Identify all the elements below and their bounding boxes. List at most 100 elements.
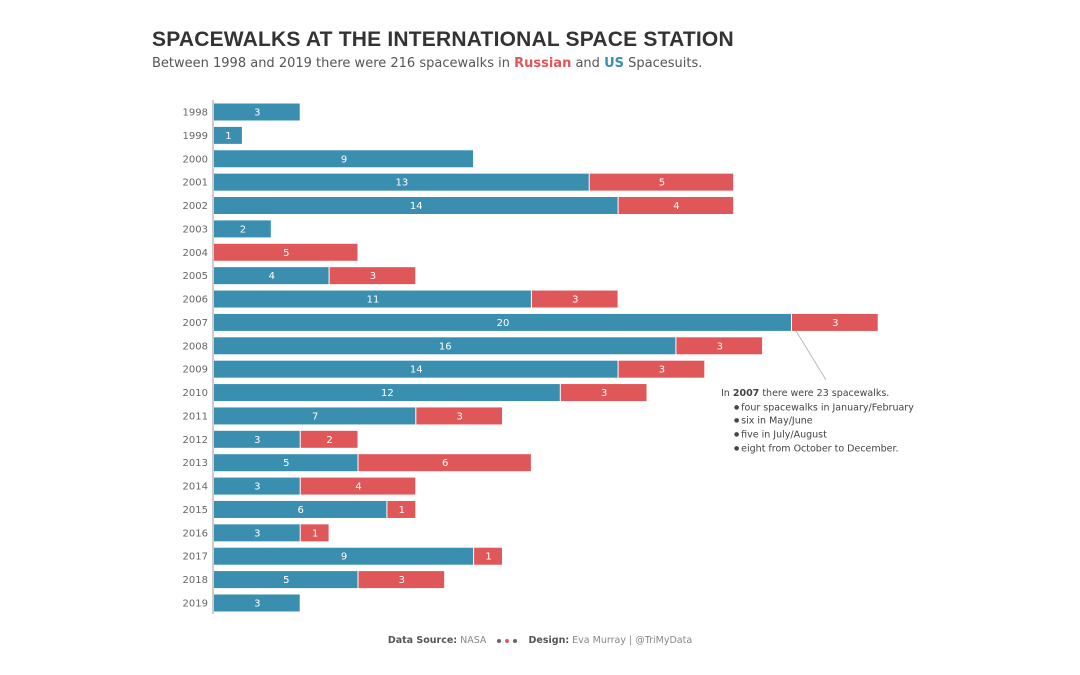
bar-us-1999 xyxy=(214,126,242,144)
y-tick-label: 2001 xyxy=(183,178,208,189)
data-label: 2 xyxy=(240,224,246,235)
chart-subtitle: Between 1998 and 2019 there were 216 spa… xyxy=(152,56,702,71)
y-tick-label: 2014 xyxy=(183,482,208,493)
bar-us-2011 xyxy=(214,407,416,425)
data-label: 6 xyxy=(442,458,448,469)
bar-us-2008 xyxy=(214,337,676,355)
data-label: 2 xyxy=(326,435,332,446)
y-tick-label: 2004 xyxy=(183,248,208,259)
data-label: 6 xyxy=(298,505,304,516)
data-label: 3 xyxy=(254,482,260,493)
bar-us-2018 xyxy=(214,571,358,589)
y-tick-label: 2007 xyxy=(183,318,208,329)
data-label: 14 xyxy=(410,201,423,212)
dot-icon xyxy=(513,638,518,643)
y-tick-label: 2003 xyxy=(183,224,208,235)
data-label: 3 xyxy=(572,295,578,306)
y-tick-label: 2006 xyxy=(183,295,208,306)
data-label: 9 xyxy=(341,552,347,563)
data-label: 3 xyxy=(370,271,376,282)
bar-us-2015 xyxy=(214,500,387,518)
annotation-item: five in July/August xyxy=(734,428,914,442)
bar-us-2005 xyxy=(214,267,329,285)
data-label: 1 xyxy=(225,131,231,142)
data-label: 1 xyxy=(485,552,491,563)
subtitle-russian: Russian xyxy=(514,56,572,71)
bar-russian-2006 xyxy=(531,290,618,308)
bar-russian-2015 xyxy=(387,500,416,518)
y-tick-label: 2012 xyxy=(183,435,208,446)
y-tick-label: 2010 xyxy=(183,388,208,399)
bar-us-2002 xyxy=(214,197,618,215)
subtitle-us: US xyxy=(604,56,624,71)
bar-russian-2002 xyxy=(618,197,734,215)
y-tick-label: 2002 xyxy=(183,201,208,212)
bar-russian-2013 xyxy=(358,454,531,472)
y-tick-label: 2011 xyxy=(183,411,208,422)
y-tick-label: 2000 xyxy=(183,154,208,165)
data-label: 3 xyxy=(254,435,260,446)
bar-us-2000 xyxy=(214,150,474,168)
bar-russian-2016 xyxy=(300,524,329,542)
data-label: 1 xyxy=(312,528,318,539)
bar-russian-2007 xyxy=(792,313,878,331)
y-tick-label: 2009 xyxy=(183,365,208,376)
data-label: 3 xyxy=(456,411,462,422)
bar-us-2001 xyxy=(214,173,589,191)
data-label: 11 xyxy=(367,295,380,306)
subtitle-text: Between 1998 and 2019 there were 216 spa… xyxy=(152,56,515,71)
subtitle-text: Spacesuits. xyxy=(623,56,703,71)
bar-russian-2005 xyxy=(329,267,416,285)
annotation-item: eight from October to December. xyxy=(734,442,914,456)
data-label: 5 xyxy=(283,458,289,469)
data-label: 5 xyxy=(283,575,289,586)
data-label: 3 xyxy=(659,365,665,376)
annotation-2007: In 2007 there were 23 spacewalks. four s… xyxy=(721,387,914,456)
y-tick-label: 2016 xyxy=(183,528,208,539)
data-label: 4 xyxy=(269,271,275,282)
data-label: 5 xyxy=(659,178,665,189)
y-tick-label: 2008 xyxy=(183,341,208,352)
annotation-year: 2007 xyxy=(732,388,760,399)
bar-russian-2014 xyxy=(300,477,416,495)
y-tick-label: 2018 xyxy=(183,575,208,586)
design-label: Design: xyxy=(528,635,570,646)
bar-russian-2001 xyxy=(589,173,734,191)
data-label: 5 xyxy=(283,248,289,259)
bar-us-2013 xyxy=(214,454,358,472)
bar-us-2014 xyxy=(214,477,300,495)
bar-us-2016 xyxy=(214,524,300,542)
bar-us-2017 xyxy=(214,547,474,565)
annotation-leader-line xyxy=(795,330,827,381)
subtitle-text: and xyxy=(571,56,605,71)
data-label: 3 xyxy=(717,341,723,352)
y-tick-label: 2015 xyxy=(183,505,208,516)
bar-russian-2017 xyxy=(474,547,502,565)
bar-us-2003 xyxy=(214,220,271,238)
y-tick-label: 2017 xyxy=(183,552,208,563)
bar-us-2007 xyxy=(214,313,791,331)
dot-icon xyxy=(505,638,510,643)
bar-russian-2008 xyxy=(676,337,763,355)
data-label: 4 xyxy=(673,201,679,212)
annotation-text: there were 23 spacewalks. xyxy=(759,388,890,399)
design-value: Eva Murray | @TriMyData xyxy=(569,635,693,646)
source-label: Data Source: xyxy=(387,635,458,646)
annotation-item: four spacewalks in January/February xyxy=(734,401,914,415)
data-label: 20 xyxy=(497,318,510,329)
bar-us-2009 xyxy=(214,360,618,378)
data-label: 12 xyxy=(381,388,394,399)
data-label: 13 xyxy=(395,178,408,189)
y-tick-label: 1999 xyxy=(183,131,208,142)
bar-russian-2010 xyxy=(560,384,647,402)
data-label: 7 xyxy=(312,411,318,422)
annotation-item: six in May/June xyxy=(734,414,914,428)
bar-russian-2011 xyxy=(416,407,502,425)
bar-us-2010 xyxy=(214,384,560,402)
bar-us-1998 xyxy=(214,103,300,121)
data-label: 3 xyxy=(254,598,260,609)
data-label: 3 xyxy=(832,318,838,329)
bar-russian-2012 xyxy=(300,430,358,448)
bar-russian-2009 xyxy=(618,360,705,378)
